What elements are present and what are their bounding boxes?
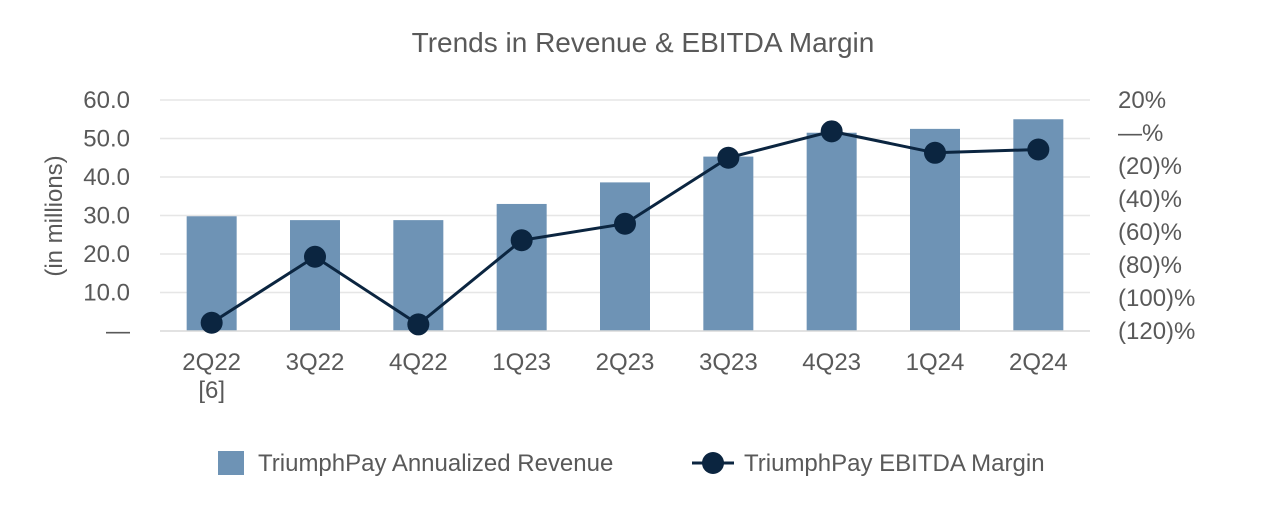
revenue-bar	[600, 182, 650, 331]
legend: TriumphPay Annualized Revenue TriumphPay…	[218, 450, 1045, 477]
y-tick-label: 40.0	[83, 164, 130, 191]
y2-tick-label: (20)%	[1118, 153, 1182, 180]
y2-tick-label: (80)%	[1118, 252, 1182, 279]
y-tick-label: 20.0	[83, 241, 130, 268]
y-axis-ticks: 60.0 50.0 40.0 30.0 20.0 10.0 —	[83, 87, 130, 345]
margin-point	[614, 212, 636, 235]
margin-point	[924, 141, 946, 164]
margin-point	[820, 120, 843, 143]
revenue-bar	[290, 220, 340, 331]
revenue-bar	[496, 203, 547, 331]
y2-tick-label: (60)%	[1118, 219, 1182, 246]
chart-title: Trends in Revenue & EBITDA Margin	[412, 27, 875, 58]
x-tick-label: 4Q22	[389, 349, 448, 376]
y-tick-label: 30.0	[83, 203, 130, 230]
y2-axis-ticks: 20% —% (20)% (40)% (60)% (80)% (100)% (120)%	[1118, 87, 1195, 345]
x-tick-label: 2Q23	[596, 349, 655, 376]
x-tick-label: 2Q24	[1009, 349, 1068, 376]
y2-tick-label: 20%	[1118, 87, 1166, 114]
legend-label-revenue: TriumphPay Annualized Revenue	[258, 450, 613, 477]
y2-tick-label: —%	[1118, 120, 1163, 147]
margin-point	[510, 229, 533, 252]
x-tick-label: 1Q24	[906, 349, 965, 376]
y-tick-label: 60.0	[83, 87, 130, 114]
ebitda-margin-line	[200, 120, 1050, 336]
margin-point	[407, 313, 430, 336]
legend-label-margin: TriumphPay EBITDA Margin	[744, 450, 1045, 477]
x-tick-label: [6]	[198, 377, 225, 404]
x-tick-label: 3Q23	[699, 349, 758, 376]
revenue-bar	[703, 156, 754, 331]
x-axis-ticks: 2Q22[6] 3Q22 4Q22 1Q23 2Q23 3Q23 4Q23 1Q24 2Q24	[182, 349, 1067, 404]
revenue-bars	[186, 119, 1064, 331]
y2-tick-label: (40)%	[1118, 186, 1182, 213]
legend-swatch-margin-marker	[702, 452, 724, 474]
margin-point	[1027, 138, 1050, 161]
revenue-bar	[806, 132, 857, 331]
x-tick-label: 2Q22	[182, 349, 241, 376]
y2-tick-label: (100)%	[1118, 285, 1195, 312]
y2-tick-label: (120)%	[1118, 318, 1195, 345]
margin-point	[717, 146, 740, 169]
x-tick-label: 1Q23	[492, 349, 551, 376]
margin-point	[200, 311, 223, 334]
y-tick-label: 50.0	[83, 126, 130, 153]
x-tick-label: 3Q22	[286, 349, 345, 376]
x-tick-label: 4Q23	[802, 349, 861, 376]
y-tick-label: —	[106, 318, 130, 345]
margin-point	[304, 245, 326, 268]
y-axis-label: (in millions)	[41, 155, 68, 276]
y-tick-label: 10.0	[83, 280, 130, 307]
legend-swatch-revenue	[218, 451, 244, 475]
